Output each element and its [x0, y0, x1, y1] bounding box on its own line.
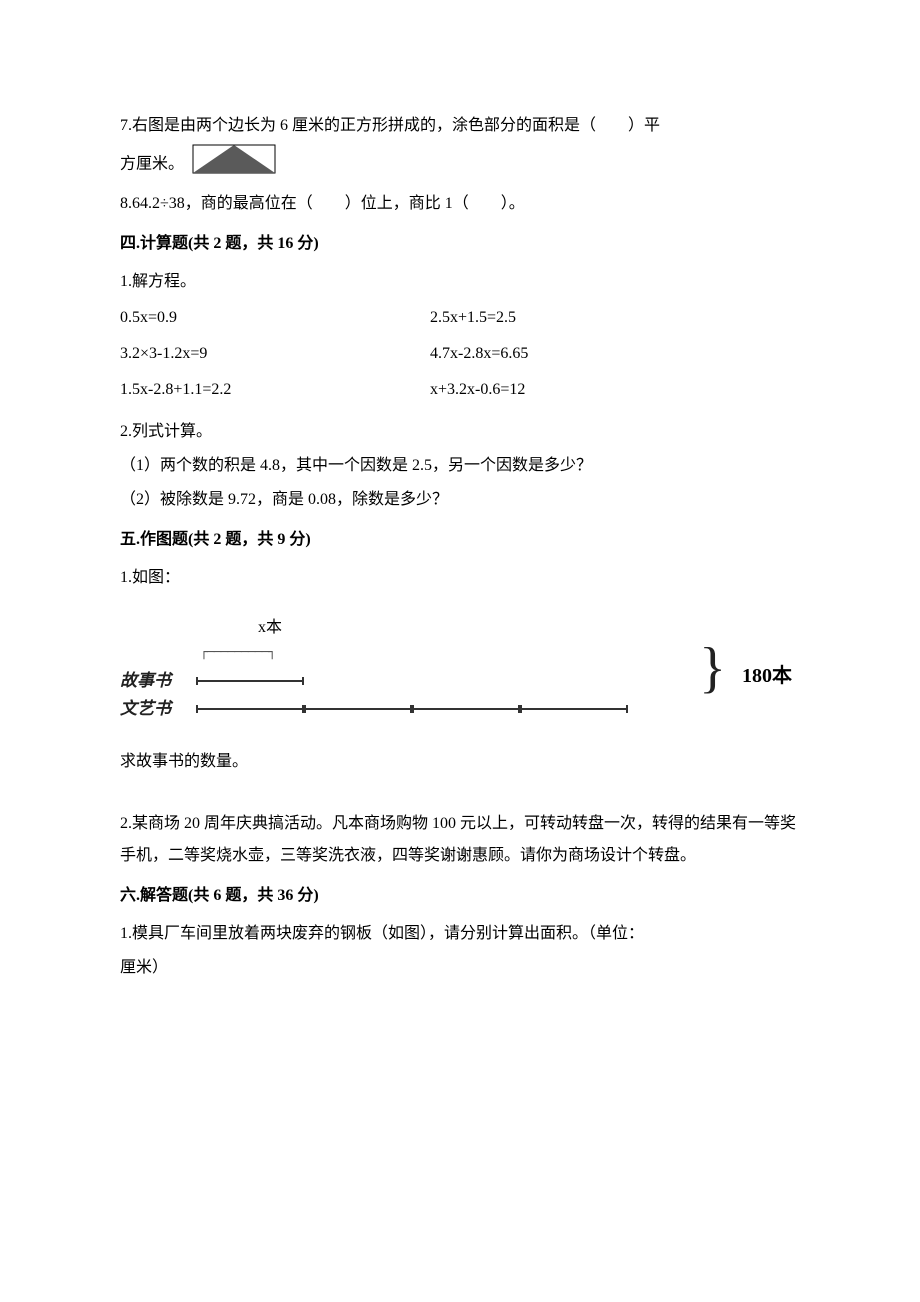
- s6-q1-line2: 厘米）: [120, 952, 800, 984]
- diagram-row-story: 故事书: [120, 668, 740, 694]
- q8-text: 8.64.2÷38，商的最高位在（ ）位上，商比 1（ ）。: [120, 195, 525, 212]
- s5-q1-diagram: x本 ┌─────────┐ 故事书 文艺书 } 180本: [120, 612, 740, 722]
- s4-q1-row-2-left: 3.2×3-1.2x=9: [120, 338, 430, 370]
- diagram-seg: [412, 708, 520, 710]
- diagram-seg: [196, 680, 304, 682]
- q7-blank: [596, 117, 628, 134]
- diagram-row-art-segs: [196, 708, 628, 710]
- s4-q1-row-3-right: x+3.2x-0.6=12: [430, 374, 800, 406]
- q7-text-prefix: 7.右图是由两个边长为 6 厘米的正方形拼成的，涂色部分的面积是（: [120, 117, 596, 134]
- q7-figure: [192, 144, 276, 186]
- section-4-header: 四.计算题(共 2 题，共 16 分): [120, 228, 800, 260]
- question-7-line2: 方厘米。: [120, 144, 800, 186]
- diagram-right-brace: }: [699, 640, 726, 696]
- s4-q1-row-2: 3.2×3-1.2x=9 4.7x-2.8x=6.65: [120, 338, 800, 370]
- section-5-header: 五.作图题(共 2 题，共 9 分): [120, 524, 800, 556]
- diagram-row-art-label: 文艺书: [120, 692, 196, 726]
- s4-q1-row-1-left: 0.5x=0.9: [120, 302, 430, 334]
- s5-q1-title: 1.如图：: [120, 562, 800, 594]
- s4-q1-row-1-right: 2.5x+1.5=2.5: [430, 302, 800, 334]
- s4-q2-item-1: （1）两个数的积是 4.8，其中一个因数是 2.5，另一个因数是多少？: [120, 450, 800, 482]
- diagram-row-art: 文艺书: [120, 696, 740, 722]
- q7-text-suffix: ）平: [628, 117, 660, 134]
- s4-q1-row-3: 1.5x-2.8+1.1=2.2 x+3.2x-0.6=12: [120, 374, 800, 406]
- diagram-seg: [304, 708, 412, 710]
- s4-q2-title: 2.列式计算。: [120, 416, 800, 448]
- s5-q1-prompt: 求故事书的数量。: [120, 746, 800, 778]
- s4-q2-item-2: （2）被除数是 9.72，商是 0.08，除数是多少？: [120, 484, 800, 516]
- q7-line2-prefix: 方厘米。: [120, 156, 184, 173]
- s6-q1-line1: 1.模具厂车间里放着两块废弃的钢板（如图），请分别计算出面积。（单位：: [120, 918, 800, 950]
- s4-q1-row-1: 0.5x=0.9 2.5x+1.5=2.5: [120, 302, 800, 334]
- diagram-row-story-segs: [196, 680, 304, 682]
- section-6-header: 六.解答题(共 6 题，共 36 分): [120, 880, 800, 912]
- spacer: [120, 780, 800, 808]
- diagram-seg: [520, 708, 628, 710]
- question-7-line1: 7.右图是由两个边长为 6 厘米的正方形拼成的，涂色部分的面积是（ ）平: [120, 110, 800, 142]
- s4-q1-row-3-left: 1.5x-2.8+1.1=2.2: [120, 374, 430, 406]
- question-8: 8.64.2÷38，商的最高位在（ ）位上，商比 1（ ）。: [120, 188, 800, 220]
- diagram-seg: [196, 708, 304, 710]
- diagram-right-total: 180本: [742, 656, 792, 696]
- s5-q2-text: 2.某商场 20 周年庆典搞活动。凡本商场购物 100 元以上，可转动转盘一次，…: [120, 808, 800, 872]
- s4-q1-title: 1.解方程。: [120, 266, 800, 298]
- s4-q1-row-2-right: 4.7x-2.8x=6.65: [430, 338, 800, 370]
